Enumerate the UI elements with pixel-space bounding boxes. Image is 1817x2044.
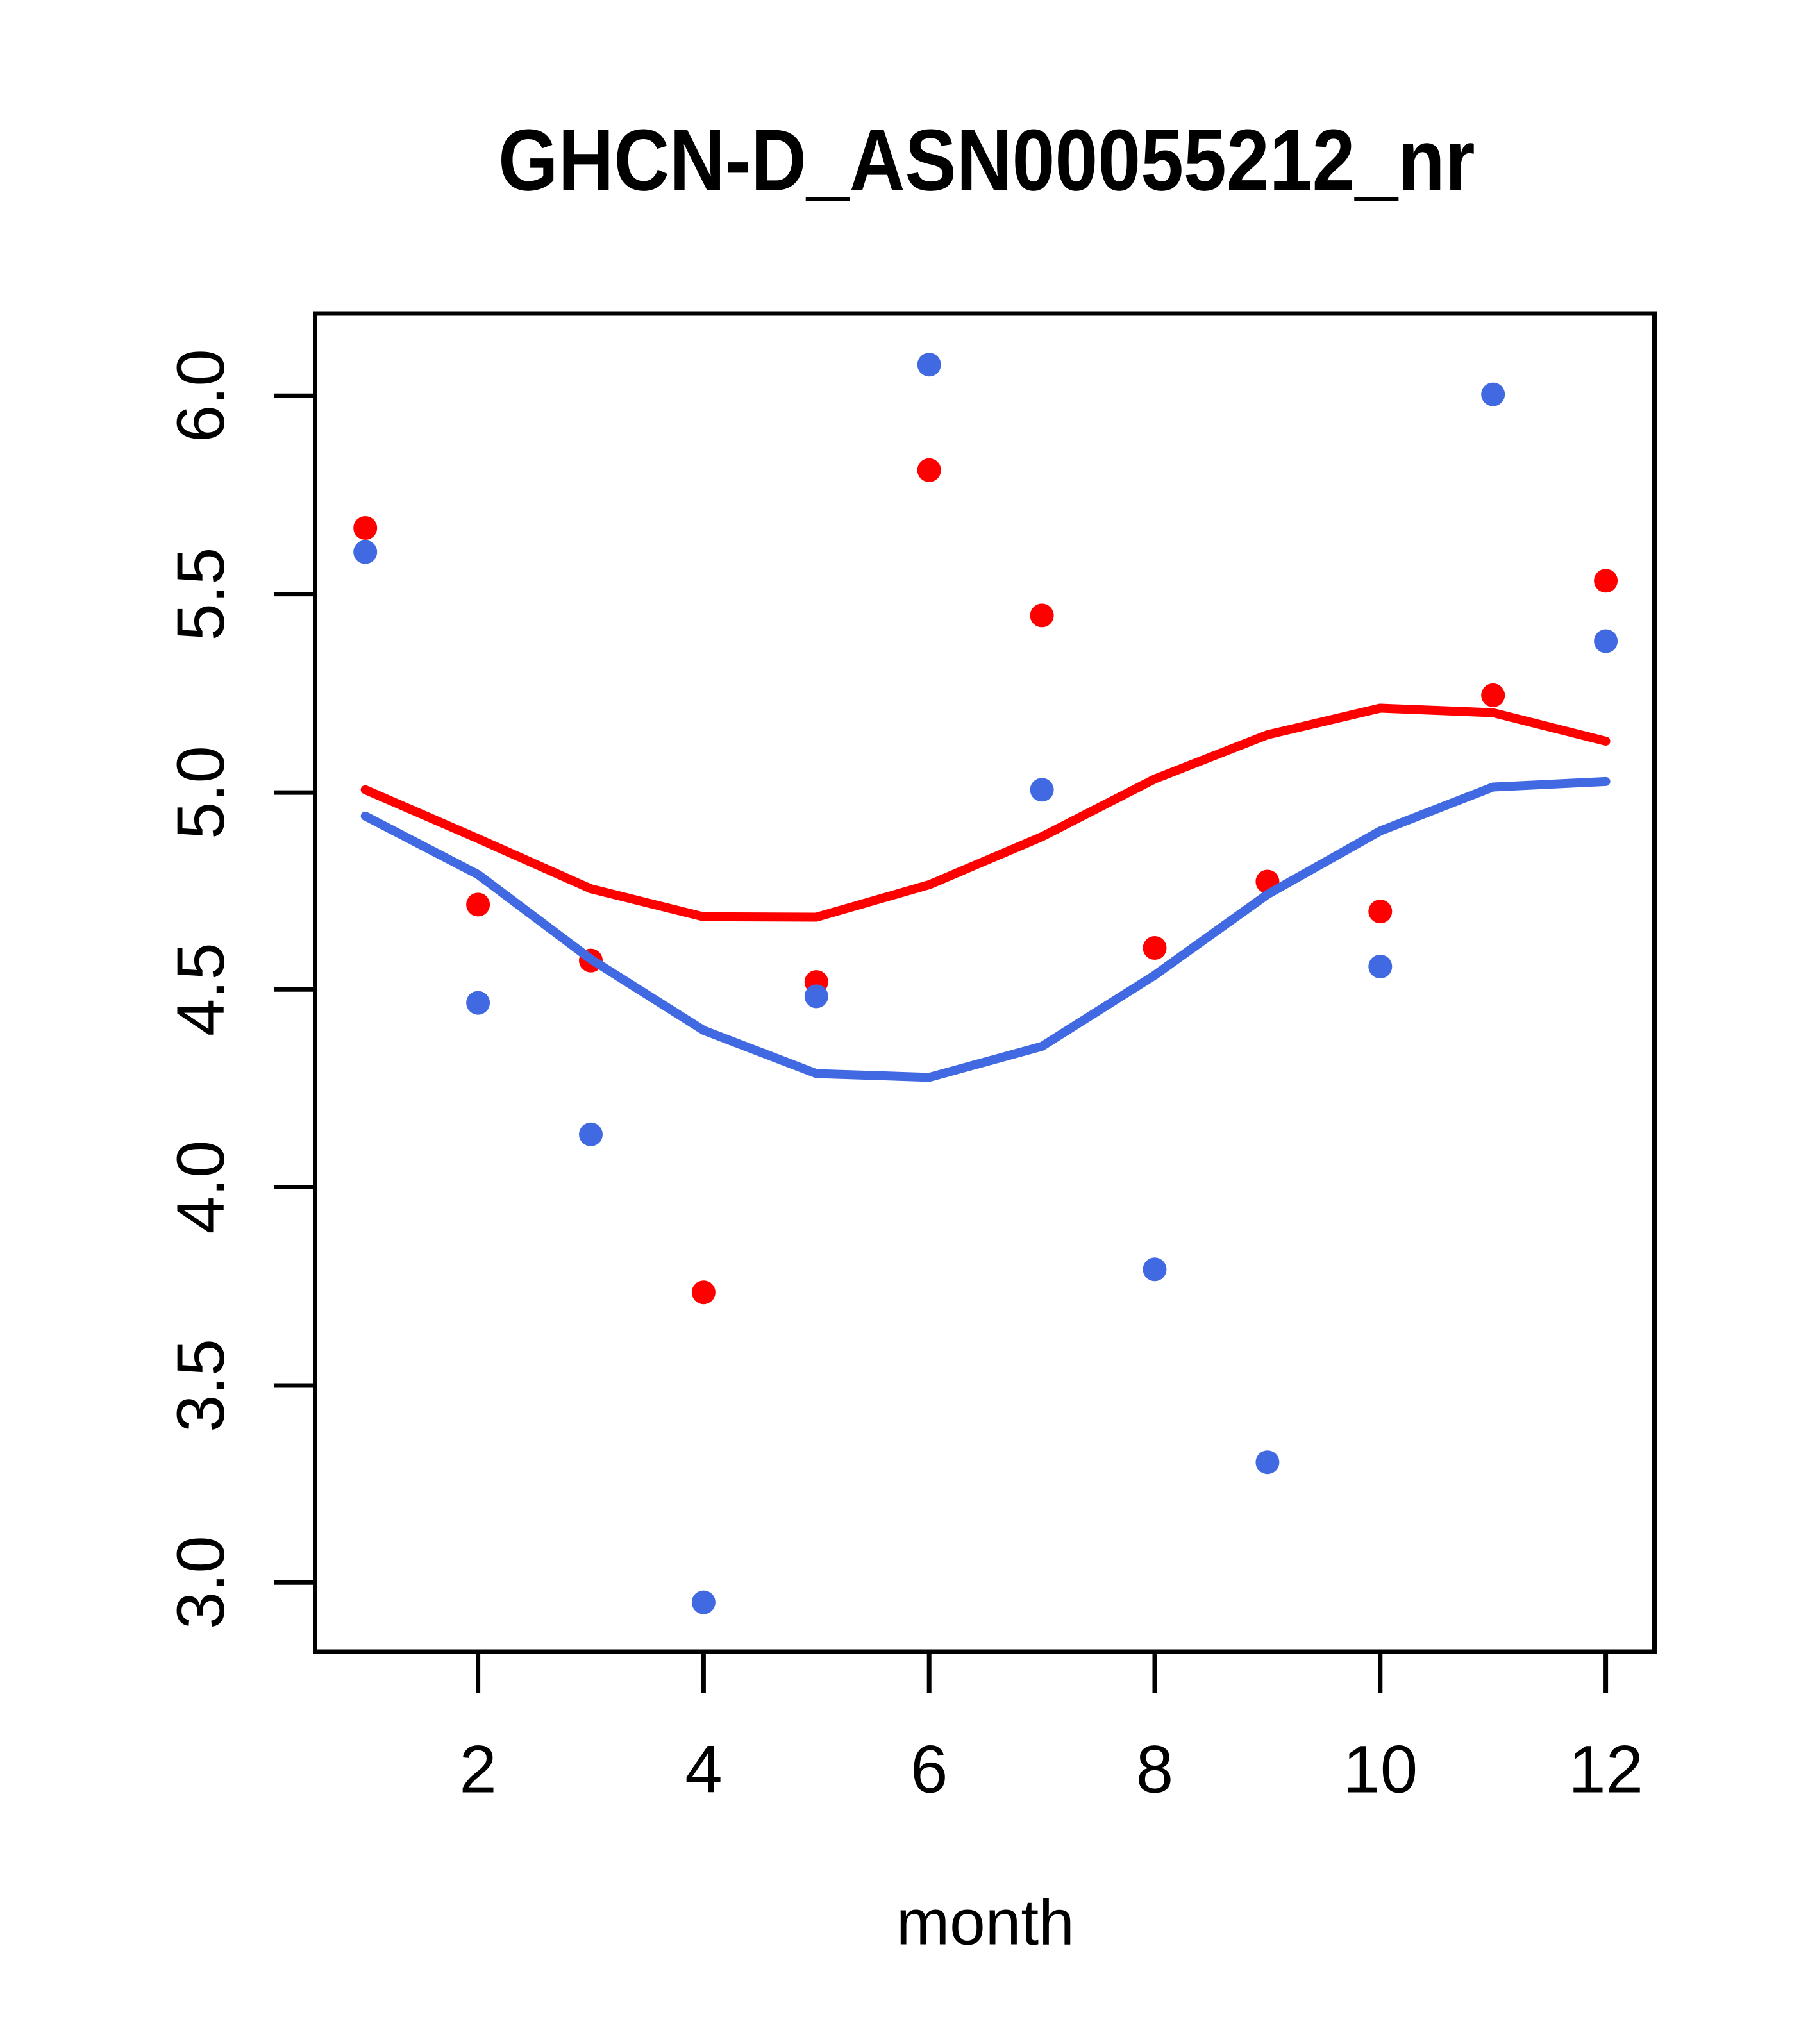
svg-text:4.5: 4.5 <box>163 942 239 1036</box>
svg-text:6.0: 6.0 <box>163 349 239 442</box>
svg-text:10: 10 <box>1343 1732 1418 1807</box>
svg-text:6: 6 <box>910 1732 948 1807</box>
svg-text:2: 2 <box>459 1732 496 1807</box>
svg-text:3.0: 3.0 <box>163 1536 239 1629</box>
svg-text:GHCN-D_ASN00055212_nr: GHCN-D_ASN00055212_nr <box>498 112 1475 210</box>
svg-text:8: 8 <box>1136 1732 1173 1807</box>
svg-text:4: 4 <box>685 1732 722 1807</box>
svg-text:4.0: 4.0 <box>163 1141 239 1234</box>
svg-text:5.5: 5.5 <box>163 548 239 641</box>
svg-text:5.0: 5.0 <box>163 746 239 839</box>
svg-text:month: month <box>896 1887 1075 1959</box>
svg-text:3.5: 3.5 <box>163 1339 239 1432</box>
svg-text:12: 12 <box>1568 1732 1643 1807</box>
